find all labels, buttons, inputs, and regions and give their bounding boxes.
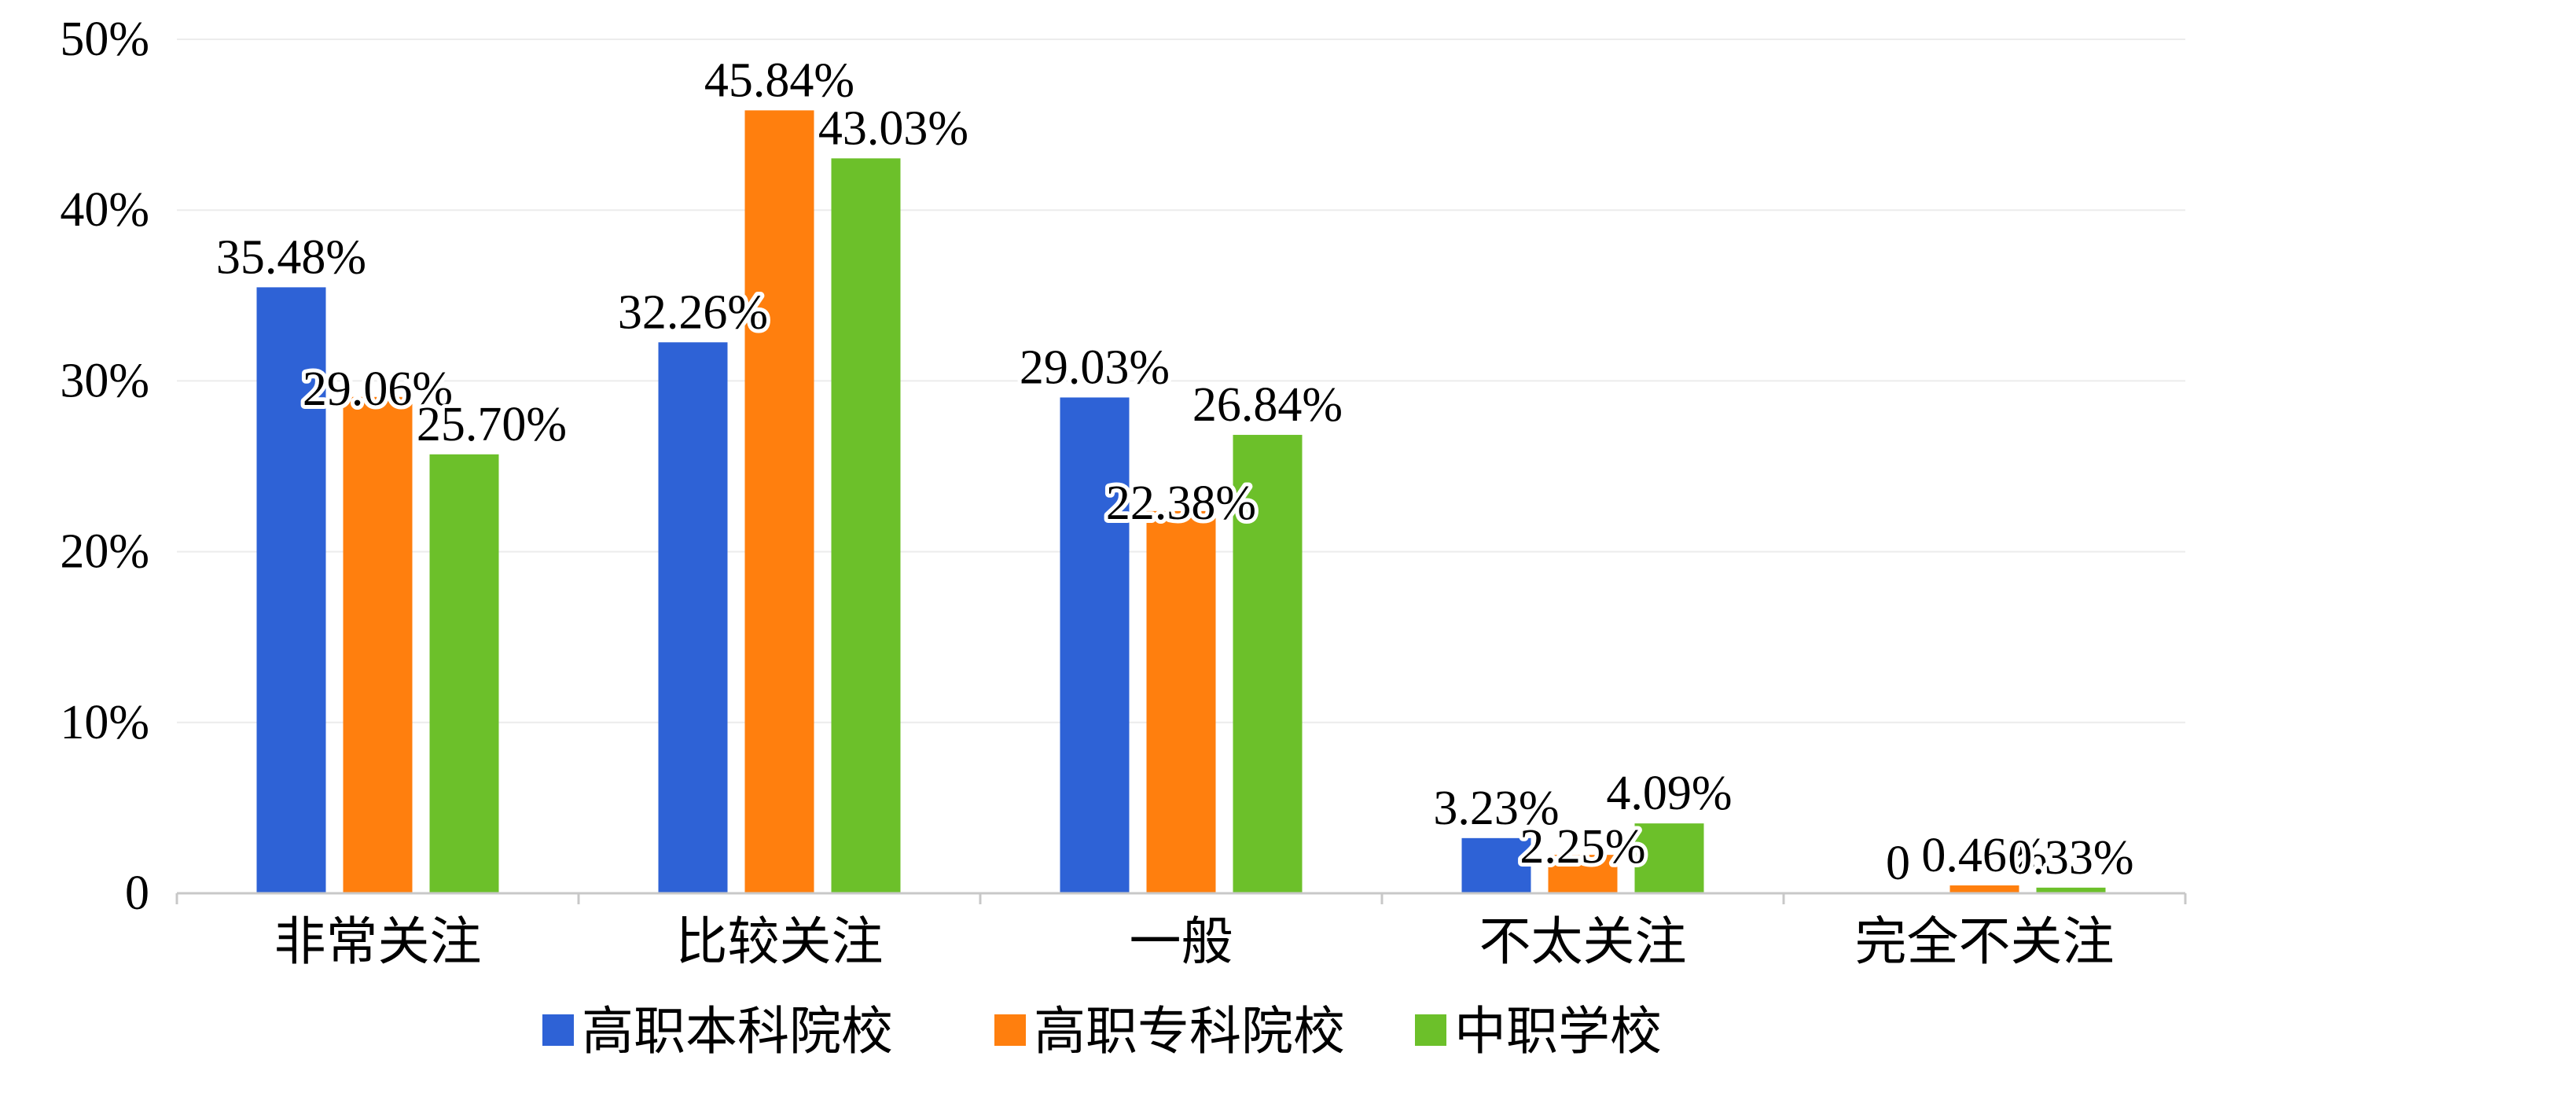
legend-label: 中职学校 [1454, 1001, 1662, 1062]
legend: 高职本科院校 高职专科院校 中职学校 [542, 1001, 1662, 1062]
data-label: 22.38% [1106, 477, 1256, 530]
y-axis-tick-labels: 0 10% 20% 30% 40% 50% [60, 13, 149, 920]
y-tick-label: 30% [60, 354, 149, 407]
legend-label: 高职本科院校 [582, 1001, 893, 1062]
data-label: 25.70% [417, 398, 567, 451]
legend-swatch [994, 1014, 1026, 1046]
bar [1548, 855, 1618, 893]
data-label: 0.46% [1921, 829, 2047, 882]
data-label: 4.09% [1606, 767, 1732, 820]
bar [1060, 397, 1130, 894]
category-label: 比较关注 [676, 911, 884, 972]
legend-swatch [1415, 1014, 1446, 1046]
data-label: 45.84% [704, 53, 854, 107]
bar [343, 396, 413, 894]
bars [256, 110, 2106, 894]
data-label: 2.25% [1520, 820, 1645, 874]
data-label: 43.03% [818, 101, 968, 155]
bar [1146, 510, 1216, 893]
bar [831, 158, 901, 893]
category-label: 不太关注 [1479, 911, 1687, 972]
bar [1461, 837, 1531, 893]
data-label: 29.03% [1020, 340, 1170, 394]
x-axis-ticks [175, 893, 2187, 904]
bar [1233, 435, 1303, 893]
data-label: 32.26% [618, 285, 768, 339]
bar [2036, 887, 2106, 893]
bar [1949, 885, 2019, 893]
legend-label: 高职专科院校 [1034, 1001, 1345, 1062]
category-label: 非常关注 [274, 911, 482, 972]
data-label: 0.33% [2008, 831, 2133, 885]
data-label: 29.06% [303, 362, 453, 416]
y-tick-label: 40% [60, 183, 149, 237]
bar [256, 287, 326, 893]
category-label: 一般 [1130, 911, 1233, 972]
y-tick-label: 20% [60, 525, 149, 579]
gridlines [177, 39, 2185, 723]
category-label: 完全不关注 [1855, 911, 2115, 972]
data-label: 3.23% [1433, 782, 1559, 835]
legend-swatch [542, 1014, 574, 1046]
y-tick-label: 0 [125, 867, 149, 920]
bar [429, 454, 499, 893]
data-labels: 35.48% 32.26% 29.03% 3.23% 0 29.06% 45.84% 22.3… [212, 50, 2138, 894]
bar [1634, 823, 1704, 893]
bar [658, 342, 728, 893]
category-labels: 非常关注 比较关注 一般 不太关注 完全不关注 [274, 911, 2115, 972]
y-tick-label: 10% [60, 696, 149, 749]
bar [744, 110, 814, 893]
data-label: 26.84% [1192, 378, 1343, 432]
data-label: 0 [1886, 837, 1910, 890]
data-label: 35.48% [216, 230, 366, 284]
y-tick-label: 50% [60, 13, 149, 66]
